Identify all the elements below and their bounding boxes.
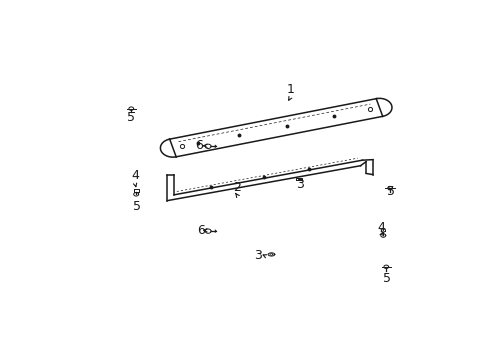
Text: 5: 5: [133, 200, 141, 213]
Text: 4: 4: [131, 169, 139, 182]
Text: 1: 1: [286, 83, 294, 96]
Text: 5: 5: [386, 185, 394, 198]
Text: 3: 3: [254, 249, 262, 262]
Text: 5: 5: [382, 272, 390, 285]
Text: 6: 6: [195, 139, 203, 152]
Text: 2: 2: [233, 181, 241, 194]
Text: 4: 4: [377, 221, 385, 234]
Text: 5: 5: [127, 111, 135, 124]
Text: 6: 6: [197, 224, 205, 237]
Text: 3: 3: [295, 177, 303, 191]
